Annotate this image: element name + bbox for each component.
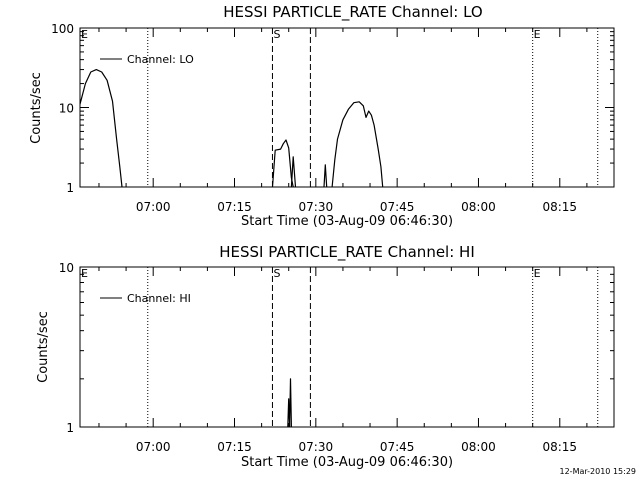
x-tick-label-lo-2: 07:30 bbox=[299, 200, 334, 214]
x-tick-label-hi-3: 07:45 bbox=[380, 440, 415, 454]
y-tick-label-hi-0: 1 bbox=[66, 421, 74, 435]
x-tick-label-lo-0: 07:00 bbox=[136, 200, 171, 214]
x-tick-label-hi-4: 08:00 bbox=[461, 440, 496, 454]
y-axis-label-hi: Counts/sec bbox=[36, 311, 51, 383]
x-tick-label-lo-5: 08:15 bbox=[542, 200, 577, 214]
event-marker-label-hi-4: E bbox=[534, 267, 541, 280]
y-tick-label-lo-1: 10 bbox=[59, 102, 74, 116]
series-line-segment-lo-0-3 bbox=[323, 164, 328, 188]
x-axis-label-hi: Start Time (03-Aug-09 06:46:30) bbox=[241, 455, 453, 470]
generation-timestamp: 12-Mar-2010 15:29 bbox=[560, 467, 637, 476]
y-tick-label-lo-2: 100 bbox=[51, 22, 74, 36]
series-line-segment-lo-0-2 bbox=[290, 156, 297, 188]
series-line-segment-hi-0-1 bbox=[289, 378, 292, 428]
series-line-segment-lo-0-1 bbox=[271, 139, 294, 188]
chart-title-lo: HESSI PARTICLE_RATE Channel: LO bbox=[223, 3, 482, 22]
event-marker-label-lo-4: E bbox=[534, 28, 541, 41]
legend-label-lo: Channel: LO bbox=[127, 53, 194, 66]
event-marker-label-hi-2: S bbox=[273, 267, 280, 280]
series-line-segment-lo-0-4 bbox=[331, 101, 384, 188]
x-tick-label-hi-2: 07:30 bbox=[299, 440, 334, 454]
x-tick-label-hi-1: 07:15 bbox=[217, 440, 252, 454]
x-tick-label-lo-1: 07:15 bbox=[217, 200, 252, 214]
x-tick-label-hi-0: 07:00 bbox=[136, 440, 171, 454]
event-marker-label-lo-0: E bbox=[81, 28, 88, 41]
event-marker-label-hi-0: E bbox=[81, 267, 88, 280]
x-tick-label-lo-4: 08:00 bbox=[461, 200, 496, 214]
y-tick-label-hi-1: 10 bbox=[59, 261, 74, 275]
plot-frame-hi bbox=[79, 266, 615, 428]
x-tick-label-lo-3: 07:45 bbox=[380, 200, 415, 214]
x-axis-label-lo: Start Time (03-Aug-09 06:46:30) bbox=[241, 214, 453, 229]
y-axis-label-lo: Counts/sec bbox=[29, 72, 44, 144]
legend-label-hi: Channel: HI bbox=[127, 292, 191, 305]
x-tick-label-hi-5: 08:15 bbox=[542, 440, 577, 454]
chart-panel-hi: HESSI PARTICLE_RATE Channel: HI Counts/s… bbox=[36, 243, 615, 470]
chart-panel-lo: HESSI PARTICLE_RATE Channel: LO Counts/s… bbox=[29, 3, 615, 229]
event-marker-label-lo-2: S bbox=[273, 28, 280, 41]
series-line-segment-lo-0-0 bbox=[79, 68, 123, 188]
y-tick-label-lo-0: 1 bbox=[66, 181, 74, 195]
chart-title-hi: HESSI PARTICLE_RATE Channel: HI bbox=[219, 243, 475, 262]
